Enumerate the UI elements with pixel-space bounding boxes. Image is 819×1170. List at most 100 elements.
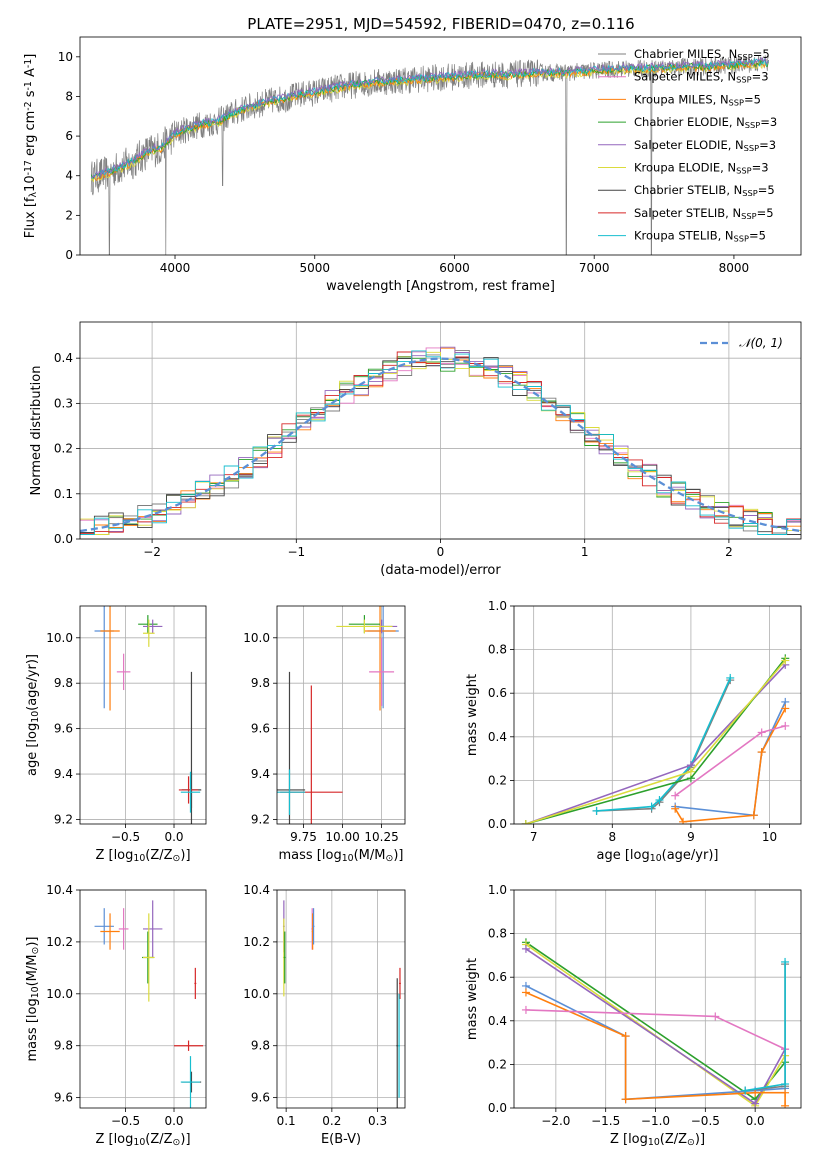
- x-tick-label: 7: [530, 830, 538, 844]
- gaussian-curve: [80, 357, 801, 533]
- histogram-series: [80, 351, 801, 535]
- legend-label: Salpeter MILES, NSSP=3: [634, 70, 769, 85]
- x-tick-label: 10.25: [364, 830, 398, 844]
- legend-label: Kroupa STELIB, NSSP=5: [634, 229, 766, 244]
- y-axis-label: age [log10(age/yr)]: [25, 654, 41, 776]
- legend: Chabrier MILES, NSSP=5 Salpeter MILES, NS…: [598, 47, 777, 244]
- chart-weight-vs-Z: −2.0 −1.5 −1.0 −0.5 0.0 0.0 0.2 0.4 0.6 0.8 1.0 Z […: [465, 883, 802, 1148]
- legend-label: 𝒩(0, 1): [739, 336, 783, 350]
- chart-mass-vs-Z: −0.5 0.0 9.6 9.8 10.0 10.2 10.4 Z [log10(Z/Z⊙)]…: [25, 883, 207, 1148]
- y-tick-label: 8: [65, 89, 73, 103]
- x-tick-label: 10: [762, 830, 777, 844]
- weight-series-line: [745, 964, 786, 1092]
- plot-frame: [79, 605, 207, 825]
- y-tick-label: 10.4: [46, 883, 73, 897]
- plot-frame: [79, 36, 802, 256]
- y-axis-label: Flux [fλ10-17 erg cm-2 s-1 A-1]: [23, 54, 39, 239]
- x-tick-label: −0.5: [691, 1114, 720, 1128]
- y-tick-label: 0.6: [488, 970, 507, 984]
- y-tick-label: 0.4: [488, 730, 507, 744]
- x-tick-label: 0.1: [277, 1114, 296, 1128]
- x-tick-label: −1.5: [591, 1114, 620, 1128]
- y-tick-label: 10.2: [46, 935, 73, 949]
- y-tick-label: 0.1: [54, 487, 73, 501]
- y-tick-label: 10.0: [243, 631, 270, 645]
- y-tick-label: 1.0: [488, 883, 507, 897]
- y-tick-label: 9.6: [251, 1091, 270, 1105]
- x-tick-label: 10.00: [325, 830, 359, 844]
- y-tick-label: 9.6: [54, 1091, 73, 1105]
- x-tick-label: 5000: [299, 261, 330, 275]
- x-axis-label: (data-model)/error: [380, 563, 501, 578]
- y-tick-label: 0.0: [54, 532, 73, 546]
- y-tick-label: 10.0: [46, 631, 73, 645]
- x-tick-label: −0.5: [111, 1114, 140, 1128]
- x-tick-label: −1: [287, 545, 305, 559]
- legend-label: Chabrier MILES, NSSP=5: [634, 47, 770, 62]
- legend-label: Salpeter STELIB, NSSP=5: [634, 206, 774, 221]
- x-axis-label: E(B-V): [321, 1132, 361, 1147]
- plot-area: [521, 654, 790, 824]
- y-tick-label: 9.8: [54, 1039, 73, 1053]
- y-tick-label: 4: [65, 169, 73, 183]
- y-tick-label: 0.6: [488, 686, 507, 700]
- plot-area: [521, 938, 790, 1108]
- x-axis-label: Z [log10(Z/Z⊙)]: [95, 848, 190, 864]
- x-axis-label: age [log10(age/yr)]: [597, 848, 719, 864]
- chart-spectrum: Chabrier MILES, NSSP=5 Salpeter MILES, NS…: [23, 36, 802, 294]
- y-tick-label: 9.6: [251, 722, 270, 736]
- x-tick-label: 0.0: [164, 830, 183, 844]
- chart-age-vs-Z: −0.5 0.0 9.2 9.4 9.6 9.8 10.0 Z [log10(Z/Z⊙)] ag…: [25, 605, 207, 864]
- x-tick-label: 0.0: [164, 1114, 183, 1128]
- y-tick-label: 0.2: [54, 442, 73, 456]
- x-tick-label: 4000: [160, 261, 191, 275]
- x-axis-label: Z [log10(Z/Z⊙)]: [95, 1132, 190, 1148]
- model-spectrum-line: [91, 56, 769, 179]
- x-tick-label: 7000: [579, 261, 610, 275]
- y-axis-label: mass weight: [465, 958, 480, 1040]
- figure-title: PLATE=2951, MJD=54592, FIBERID=0470, z=0…: [247, 15, 634, 33]
- x-tick-label: 8000: [719, 261, 750, 275]
- x-tick-label: 9.75: [290, 830, 317, 844]
- chart-mass-vs-EBV: 0.1 0.2 0.3 9.6 9.8 10.0 10.2 10.4 E(B-V): [243, 883, 406, 1147]
- plot-area: [277, 606, 399, 824]
- y-axis-label: mass weight: [465, 674, 480, 756]
- y-tick-label: 9.4: [251, 767, 270, 781]
- y-tick-label: 9.8: [251, 1039, 270, 1053]
- x-axis-label: Z [log10(Z/Z⊙)]: [610, 1132, 705, 1148]
- chart-residuals: 𝒩(0, 1) −2 −1 0 1 2 0.0 0.1 0.2 0.3 0.4 (data-model…: [29, 321, 802, 578]
- plot-frame: [513, 605, 802, 825]
- legend-label: Chabrier ELODIE, NSSP=3: [634, 115, 777, 130]
- x-tick-label: 0: [437, 545, 445, 559]
- y-tick-label: 0.2: [488, 1057, 507, 1071]
- x-tick-label: 9: [687, 830, 695, 844]
- x-tick-label: −1.0: [641, 1114, 670, 1128]
- y-tick-label: 10.2: [243, 935, 270, 949]
- y-tick-label: 10: [58, 50, 73, 64]
- y-tick-label: 0.8: [488, 643, 507, 657]
- y-tick-label: 9.2: [251, 812, 270, 826]
- legend-label: Kroupa MILES, NSSP=5: [634, 92, 761, 107]
- x-tick-label: 2: [725, 545, 733, 559]
- y-tick-label: 10.4: [243, 883, 270, 897]
- y-tick-label: 0.0: [488, 817, 507, 831]
- x-axis-label: mass [log10(M/M⊙)]: [279, 848, 404, 864]
- plot-area: [94, 606, 202, 824]
- plot-frame: [513, 889, 802, 1109]
- y-tick-label: 2: [65, 208, 73, 222]
- plot-area: [282, 900, 401, 1108]
- y-tick-label: 10.0: [46, 987, 73, 1001]
- plot-frame: [276, 889, 406, 1109]
- x-tick-label: 0.3: [368, 1114, 387, 1128]
- y-tick-label: 0.4: [488, 1014, 507, 1028]
- x-tick-label: −2.0: [541, 1114, 570, 1128]
- plot-frame: [79, 889, 207, 1109]
- plot-area: [90, 55, 769, 255]
- y-tick-label: 9.8: [54, 676, 73, 690]
- y-tick-label: 10.0: [243, 987, 270, 1001]
- weight-series-line: [745, 961, 786, 1092]
- y-tick-label: 0.3: [54, 396, 73, 410]
- y-tick-label: 6: [65, 129, 73, 143]
- y-axis-label: Normed distribution: [29, 366, 44, 496]
- y-tick-label: 0.4: [54, 351, 73, 365]
